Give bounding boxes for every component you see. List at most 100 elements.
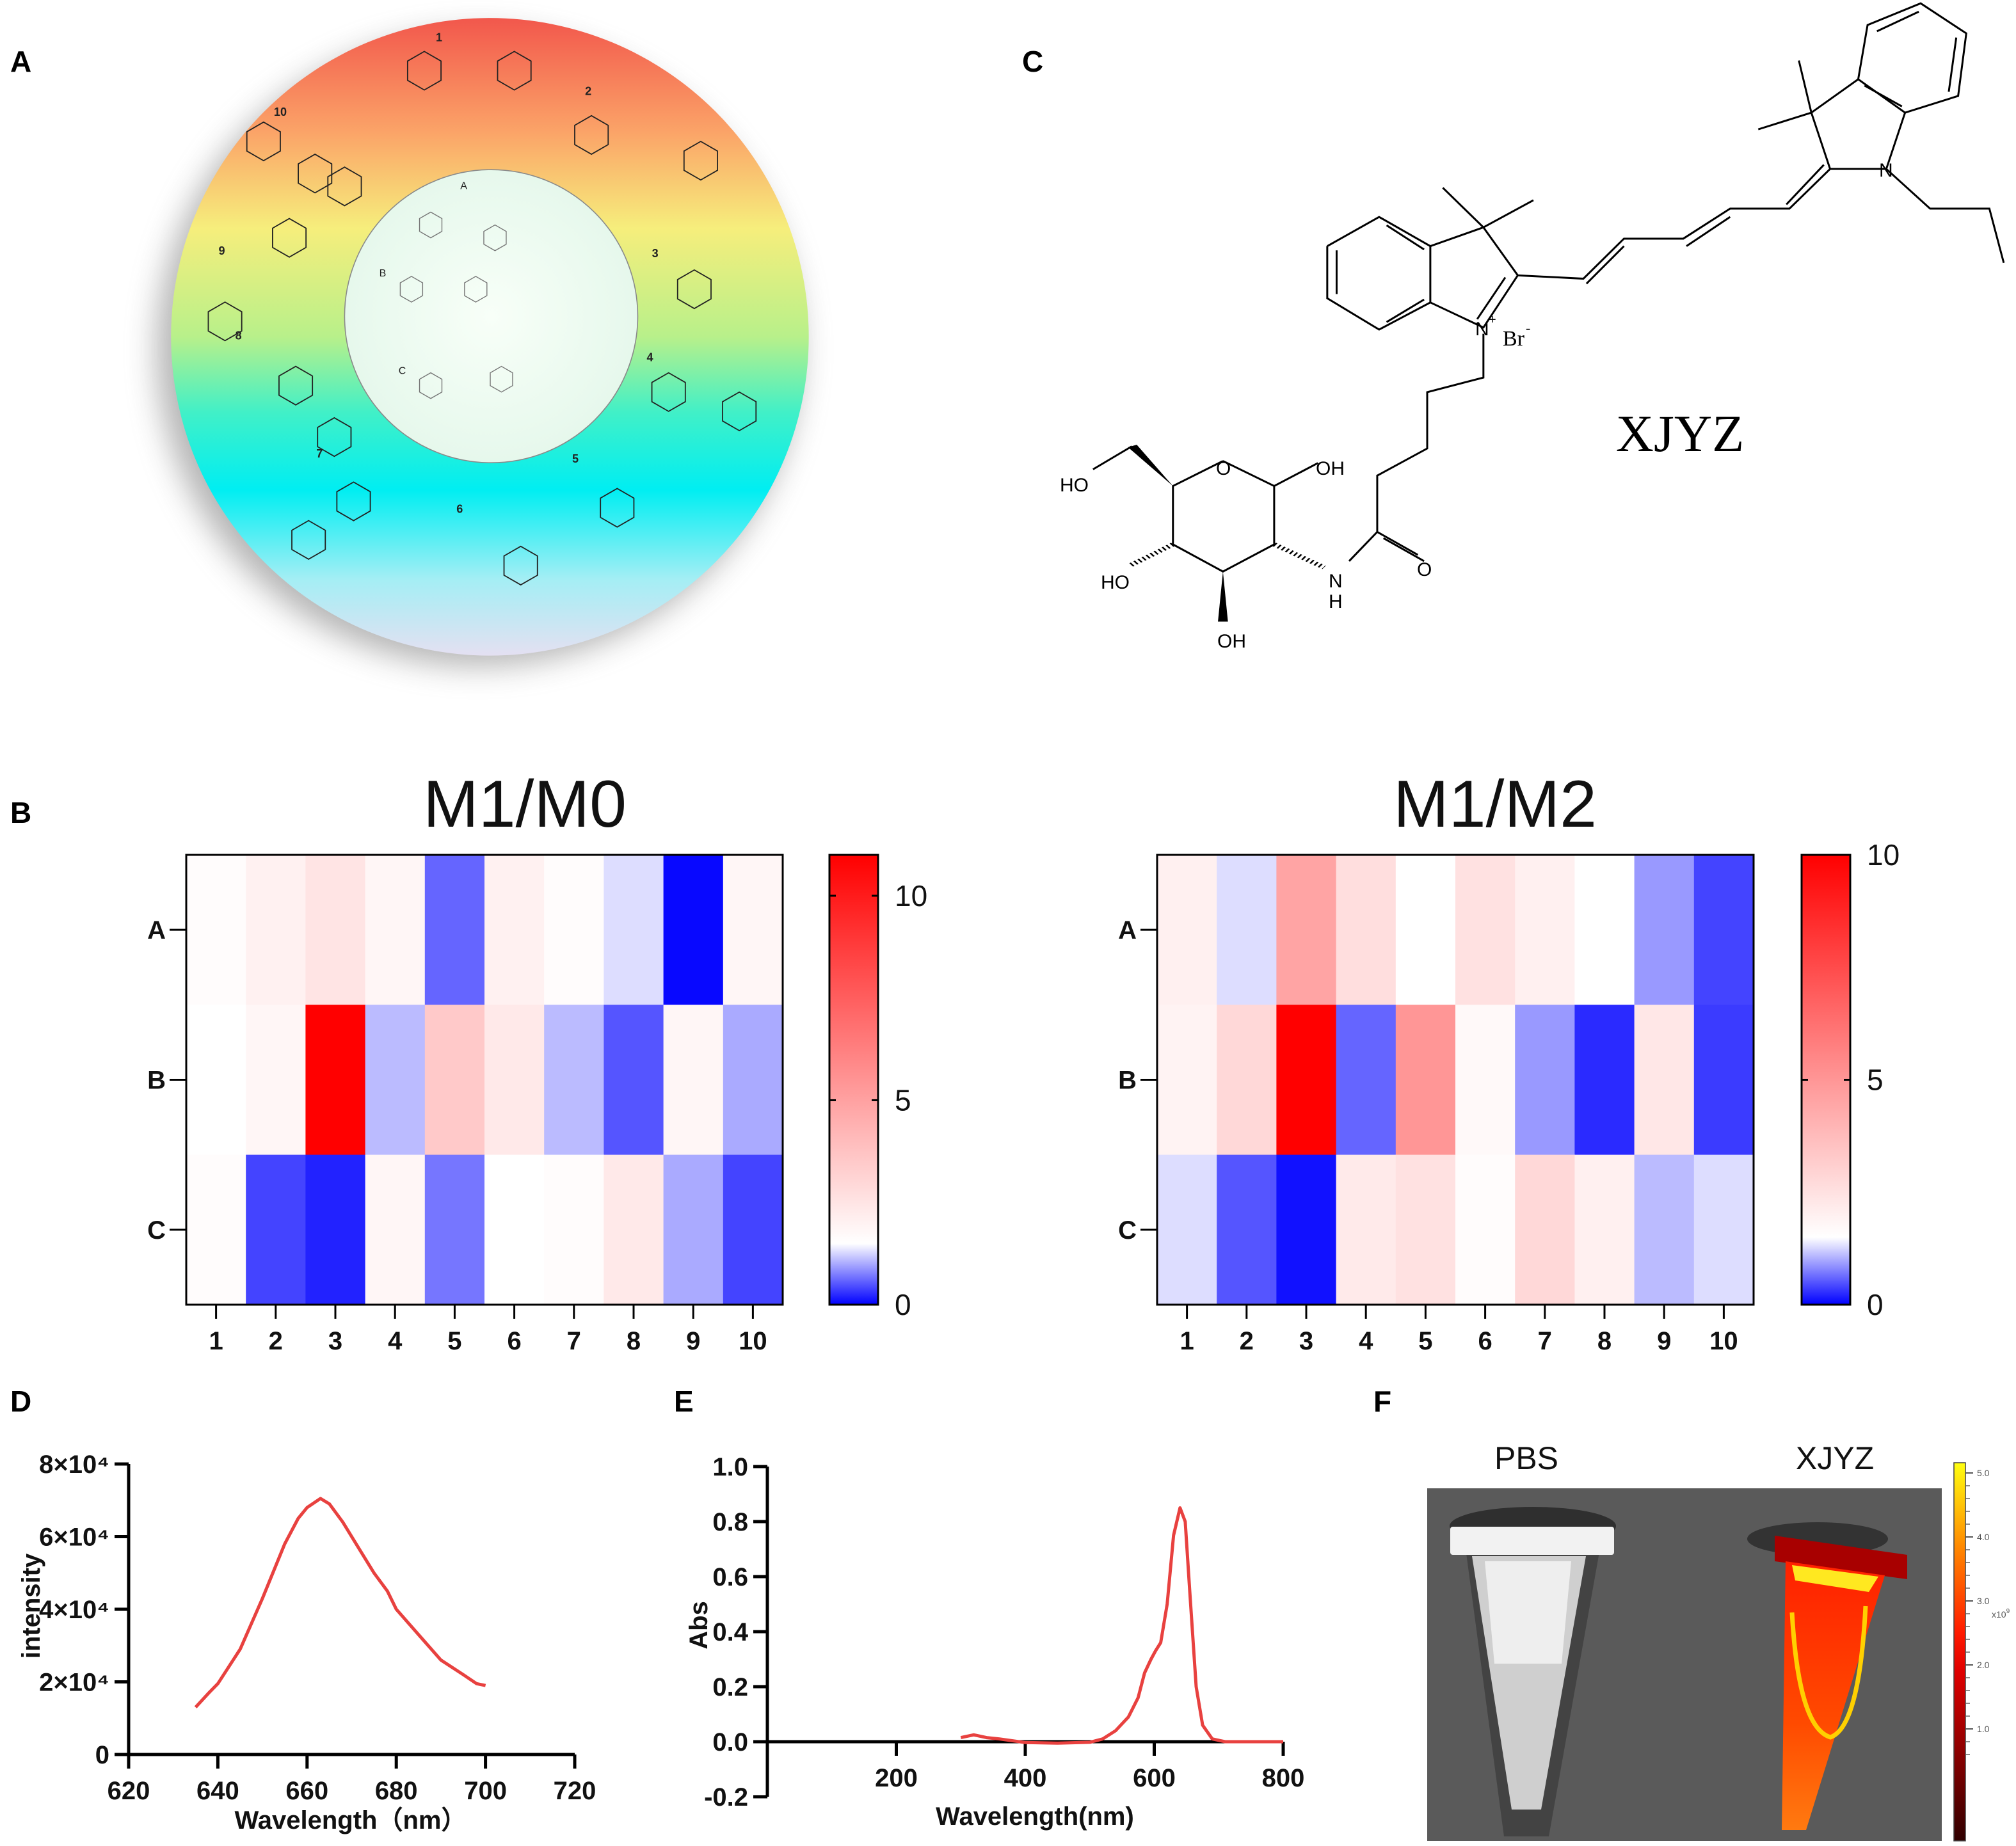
panel-label-a: A: [10, 45, 31, 78]
heatmap-cell-B-6: [484, 1005, 545, 1156]
y-tick-label: 0.4: [712, 1618, 748, 1646]
heatmap-title: M1/M2: [1393, 767, 1597, 841]
ring-icon: [419, 211, 443, 239]
core-label-c: C: [399, 365, 406, 377]
ring-icon: [336, 481, 371, 521]
colorbar-label: 3.0: [1977, 1596, 1990, 1606]
atom-n-plus: N: [1475, 319, 1489, 340]
panel-label-d: D: [10, 1385, 31, 1418]
bond-line: [1811, 79, 1905, 169]
double-bond-line: [1877, 12, 1919, 31]
heatmap-title: M1/M0: [423, 767, 627, 841]
x-tick-label: 720: [554, 1777, 596, 1805]
xjyz-tube-hotspot: [1792, 1565, 1878, 1592]
heatmap-cell-B-2: [246, 1005, 306, 1156]
scaffold-number-6: 6: [456, 503, 463, 516]
y-axis-label: Abs: [685, 1601, 713, 1650]
xjyz-label: XJYZ: [1796, 1440, 1874, 1476]
bond-line: [1093, 447, 1132, 470]
heatmap-cell-C-5: [424, 1154, 485, 1305]
y-tick-label: 4×10⁴: [39, 1596, 109, 1624]
column-label-10: 10: [1709, 1327, 1738, 1355]
column-label-9: 9: [686, 1327, 700, 1355]
heatmap-cell-A-8: [604, 855, 664, 1005]
row-label-c: C: [147, 1216, 166, 1245]
ring-icon: [574, 115, 609, 155]
heatmap-cell-B-7: [1515, 1005, 1575, 1156]
heatmap-cell-C-10: [723, 1154, 783, 1305]
x-tick-label: 680: [375, 1777, 418, 1805]
bond-line: [1327, 217, 1430, 330]
heatmap-m1-m0: M1/M0 A B C 1 2 3 4 5 6 7 8 9 10 0 5 10: [147, 767, 927, 1355]
spectrum-line: [960, 1506, 1283, 1745]
ring-icon: [600, 488, 635, 528]
bond-line: [1377, 532, 1418, 555]
heatmap-cell-C-3: [305, 1154, 366, 1305]
colorbar-label: 1.0: [1977, 1724, 1990, 1734]
xjyz-meniscus: [1789, 1605, 1868, 1740]
bond-line: [1484, 200, 1533, 227]
hash-bond: [1272, 543, 1326, 569]
heatmap-cell-B-8: [1574, 1005, 1635, 1156]
atom-carbonyl-o: O: [1417, 559, 1432, 580]
column-label-6: 6: [507, 1327, 521, 1355]
double-bond-line: [1686, 217, 1730, 246]
row-label-b: B: [147, 1067, 166, 1095]
spectrum-line: [194, 1497, 486, 1708]
heatmap-cell-B-4: [1336, 1005, 1396, 1156]
heatmap-cell-C-8: [604, 1154, 664, 1305]
colorbar-label: 4.0: [1977, 1532, 1990, 1542]
heatmap-cell-A-10: [723, 855, 783, 1005]
pbs-tube-highlight: [1485, 1561, 1571, 1664]
atom-oh-c3: OH: [1217, 631, 1246, 652]
column-label-7: 7: [1538, 1327, 1552, 1355]
heatmap-cell-A-9: [663, 855, 724, 1005]
x-tick-label: 640: [196, 1777, 239, 1805]
double-bond-line: [1387, 225, 1425, 250]
heatmap-cell-A-4: [365, 855, 426, 1005]
x-axis-label: Wavelength(nm): [936, 1802, 1134, 1831]
heatmap-cell-A-1: [186, 855, 246, 1005]
scaffold-number-4: 4: [647, 351, 653, 364]
heatmap-cell-C-4: [1336, 1154, 1396, 1305]
heatmap-cell-C-1: [186, 1154, 246, 1305]
xjyz-tube-cap: [1775, 1536, 1907, 1579]
ring-icon: [483, 224, 507, 251]
column-label-2: 2: [269, 1327, 283, 1355]
heatmap-cell-C-2: [246, 1154, 306, 1305]
ring-icon: [406, 51, 442, 91]
heatmap-cell-A-3: [305, 855, 366, 1005]
colorbar-label-10: 10: [1867, 838, 1900, 871]
heatmap-cell-B-10: [723, 1005, 783, 1156]
ring-icon: [327, 166, 362, 207]
bond-line: [1518, 169, 1830, 278]
pbs-tube-cap: [1450, 1527, 1614, 1555]
ring-icon: [207, 301, 243, 342]
y-tick-label: 6×10⁴: [39, 1524, 109, 1552]
heatmap-cell-A-5: [424, 855, 485, 1005]
column-label-2: 2: [1240, 1327, 1254, 1355]
ring-icon: [291, 520, 326, 560]
heatmap-cell-A-7: [544, 855, 604, 1005]
panel-c-xjyz-structure: N + Br - N HO O OH HO OH N H O XJYZ: [1060, 3, 2004, 652]
ring-icon: [419, 372, 443, 399]
scaffold-number-1: 1: [436, 31, 442, 44]
ring-icon: [272, 218, 307, 258]
heatmap-cell-B-3: [1276, 1005, 1337, 1156]
column-label-10: 10: [739, 1327, 767, 1355]
x-tick-label: 620: [108, 1777, 150, 1805]
scaffold-number-7: 7: [316, 447, 323, 460]
compound-name: XJYZ: [1616, 404, 1744, 463]
row-label-a: A: [1118, 916, 1137, 944]
ring-icon: [503, 545, 538, 586]
heatmap-cell-A-10: [1693, 855, 1754, 1005]
bond-line: [1443, 187, 1483, 227]
heatmap-cell-C-8: [1574, 1154, 1635, 1305]
column-label-6: 6: [1478, 1327, 1492, 1355]
colorbar-label: 2.0: [1977, 1660, 1990, 1670]
atom-amide-h: H: [1329, 591, 1343, 612]
colorbar: [828, 854, 879, 1306]
atom-n-right: N: [1879, 160, 1893, 181]
core-label-a: A: [460, 180, 467, 191]
colorbar-label-0: 0: [895, 1288, 911, 1321]
